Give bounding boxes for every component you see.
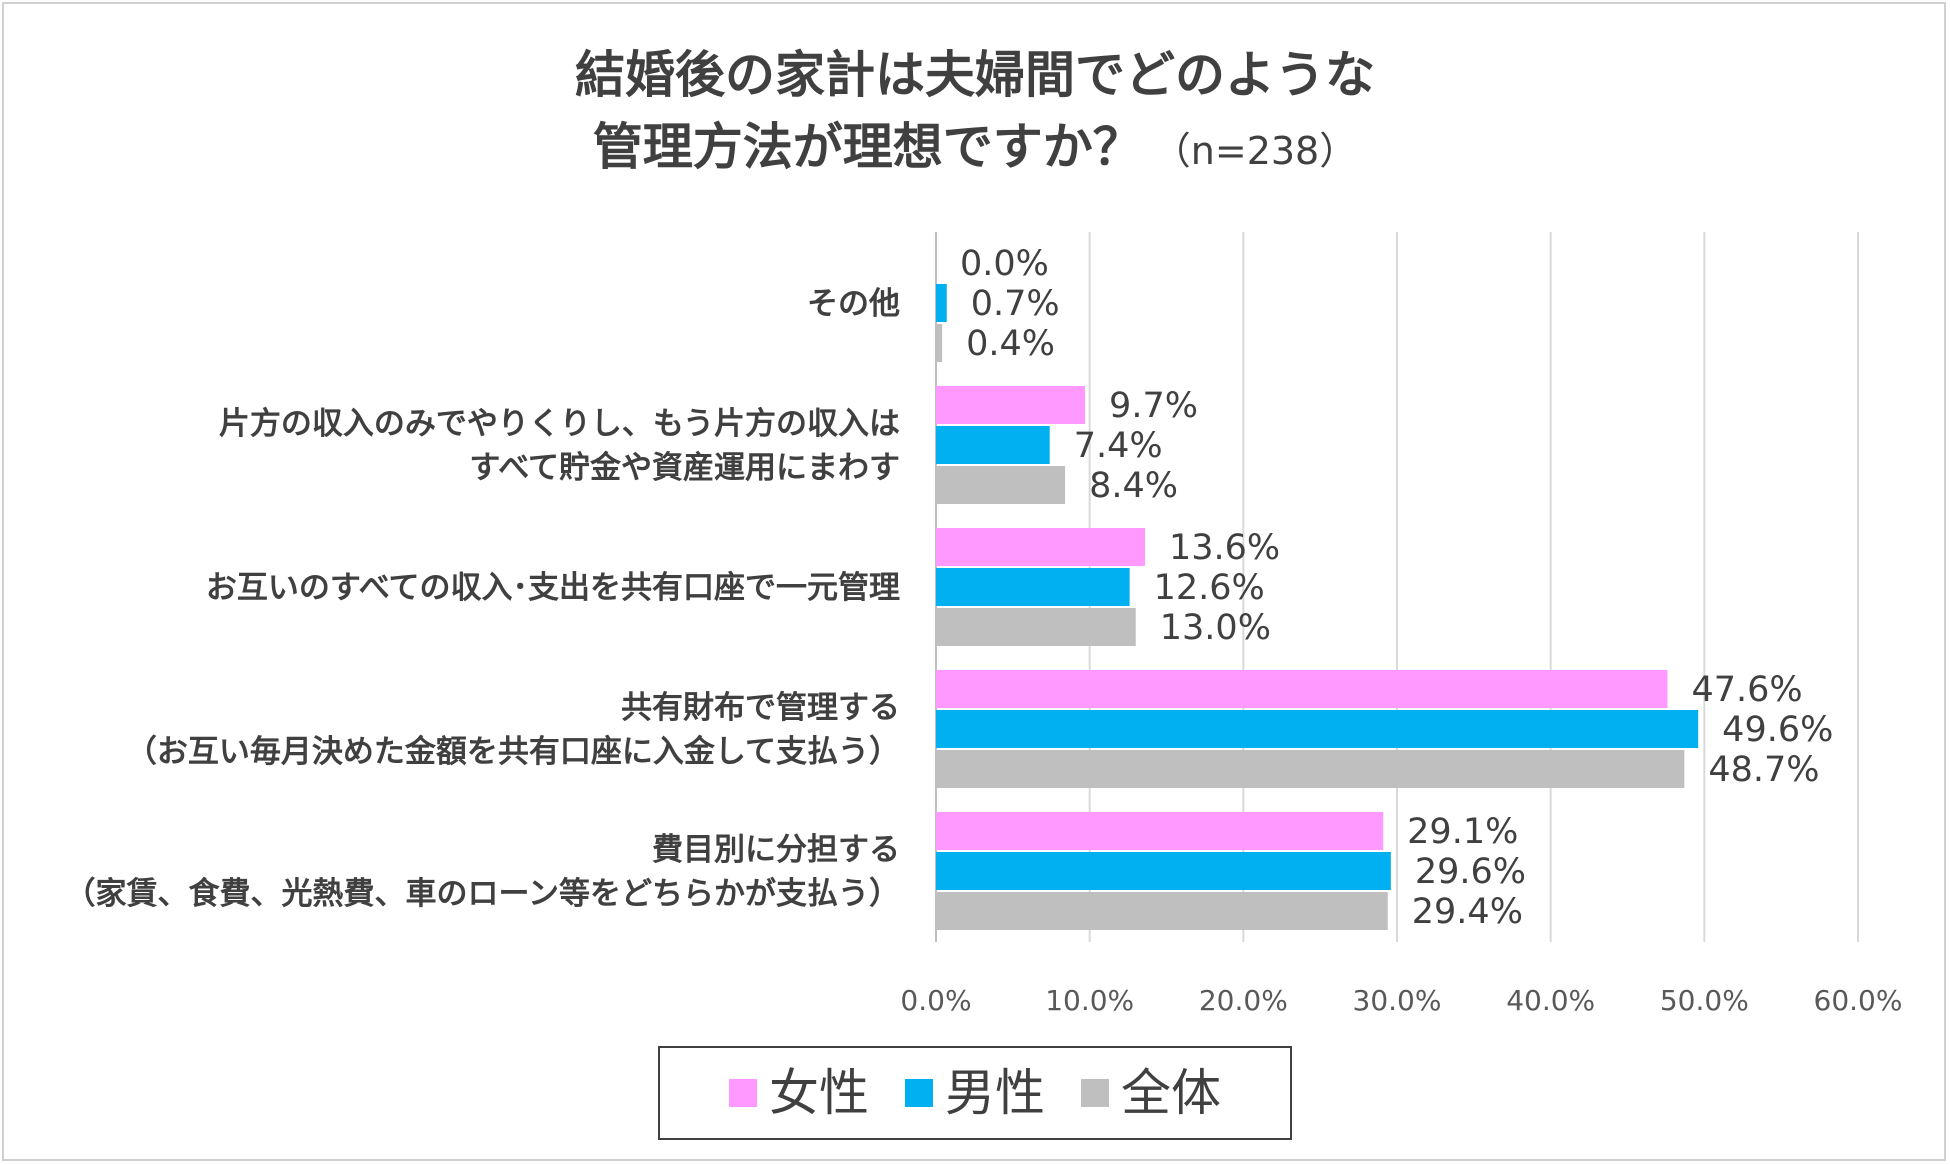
bar-全体	[936, 608, 1136, 646]
data-label: 9.7%	[1109, 386, 1198, 426]
legend-label: 女性	[769, 1064, 869, 1122]
data-label: 13.6%	[1169, 528, 1280, 568]
data-label: 29.4%	[1412, 892, 1523, 932]
chart-title-line1: 結婚後の家計は夫婦間でどのような	[0, 50, 1950, 100]
x-tick-label: 20.0%	[1199, 984, 1288, 1017]
chart-title-text-2: 管理方法が理想ですか？	[592, 118, 1143, 176]
x-tick-label: 30.0%	[1353, 984, 1442, 1017]
category-label: （お互い毎月決めた金額を共有口座に入金して支払う）	[126, 734, 900, 770]
category-label: 片方の収入のみでやりくりし、もう片方の収入は	[219, 406, 900, 442]
bar-全体	[936, 750, 1685, 788]
bar-男性	[936, 426, 1050, 464]
bar-女性	[936, 386, 1086, 424]
legend-label: 全体	[1121, 1064, 1221, 1122]
data-label: 49.6%	[1722, 710, 1833, 750]
bar-chart: 0.0% 10.0% 20.0% 30.0% 40.0% 50.0% 60.0% その他 0.0…	[65, 232, 1903, 1017]
bar-男性	[936, 710, 1699, 748]
data-label: 0.7%	[971, 284, 1060, 324]
x-tick-label: 50.0%	[1660, 984, 1749, 1017]
bar-女性	[936, 528, 1145, 566]
data-label: 13.0%	[1160, 608, 1271, 648]
category-label: お互いのすべての収入･支出を共有口座で一元管理	[206, 570, 900, 606]
data-label: 47.6%	[1691, 670, 1802, 710]
legend-item: 男性	[905, 1068, 1045, 1118]
x-tick-label: 0.0%	[900, 984, 971, 1017]
data-label: 8.4%	[1089, 466, 1178, 506]
legend-item: 女性	[729, 1068, 869, 1118]
bar-男性	[936, 568, 1130, 606]
data-label: 29.1%	[1407, 812, 1518, 852]
bar-男性	[936, 852, 1391, 890]
category-label: （家賃、食費、光熱費、車のローン等をどちらかが支払う）	[65, 876, 900, 912]
legend-swatch	[905, 1079, 933, 1107]
x-tick-label: 40.0%	[1506, 984, 1595, 1017]
data-label: 0.0%	[960, 244, 1049, 284]
category-label: 共有財布で管理する	[621, 690, 900, 726]
data-label: 7.4%	[1074, 426, 1163, 466]
bar-全体	[936, 892, 1388, 930]
bar-全体	[936, 466, 1066, 504]
chart-title-text-1: 結婚後の家計は夫婦間でどのような	[575, 46, 1375, 104]
x-tick-label: 10.0%	[1045, 984, 1134, 1017]
category-label: すべて貯金や資産運用にまわす	[469, 450, 900, 486]
bar-女性	[936, 812, 1384, 850]
legend-swatch	[729, 1079, 757, 1107]
data-label: 29.6%	[1415, 852, 1526, 892]
data-label: 0.4%	[966, 324, 1055, 364]
bar-男性	[936, 284, 947, 322]
data-label: 12.6%	[1154, 568, 1265, 608]
legend-label: 男性	[945, 1064, 1045, 1122]
bar-女性	[936, 670, 1668, 708]
bar-全体	[936, 324, 943, 362]
legend-swatch	[1081, 1079, 1109, 1107]
data-label: 48.7%	[1708, 750, 1819, 790]
x-tick-label: 60.0%	[1814, 984, 1903, 1017]
category-label: その他	[807, 286, 900, 322]
category-label: 費目別に分担する	[652, 832, 900, 868]
chart-subtitle: （n=238）	[1152, 129, 1358, 173]
chart-title-line2: 管理方法が理想ですか？ （n=238）	[0, 122, 1950, 172]
legend-item: 全体	[1081, 1068, 1221, 1118]
legend: 女性 男性 全体	[658, 1046, 1292, 1140]
